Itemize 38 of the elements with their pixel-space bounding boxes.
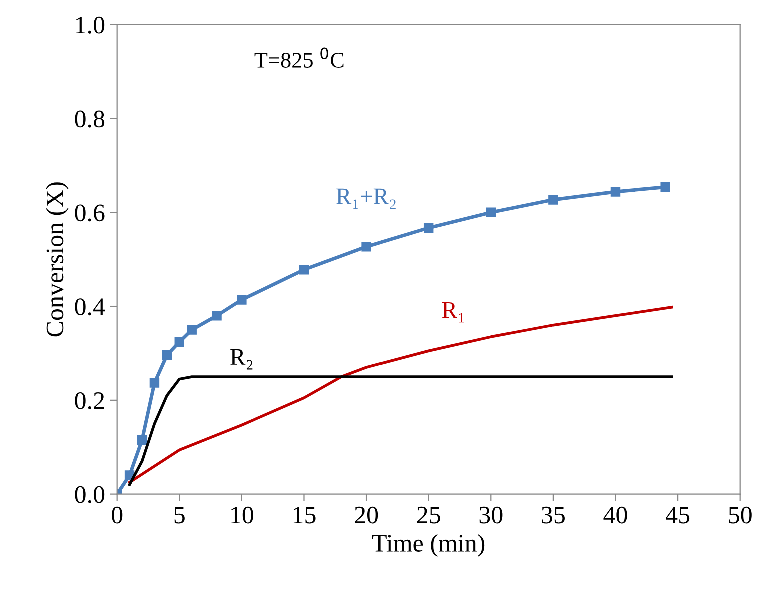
y-tick-label: 0.2 [75,392,104,410]
point [660,182,670,192]
point [150,378,160,388]
x-tick-label: 25 [417,506,440,524]
series-label: R₁ [442,302,464,323]
y-tick-label: 0.4 [75,298,106,316]
series-label: R₁+R₂ [336,188,396,210]
x-tick-label: 45 [666,507,690,524]
point [174,337,184,348]
x-tick-label: 50 [729,506,752,524]
x-tick-label: 0 [112,506,123,524]
point [212,311,222,321]
point [137,435,148,446]
x-tick-label: 40 [604,506,628,524]
point [237,295,247,305]
point [486,208,496,218]
x-tick-label: 30 [480,506,503,524]
point [610,187,621,197]
point [299,265,310,275]
point [424,223,434,233]
point [548,195,558,205]
x-axis-title: Time (min) [372,534,485,558]
annotation: T=825 $^{0}$C [254,48,344,68]
point [162,350,172,360]
x-tick-label: 15 [294,506,316,524]
x-tick-label: 20 [355,506,378,524]
x-tick-label: 35 [542,506,565,524]
point [187,325,197,335]
y-tick-label: 1.0 [76,16,105,34]
x-tick-label: 5 [174,507,185,524]
x-tick-label: 10 [232,506,254,524]
point [362,242,372,252]
y-tick-label: 0.0 [75,486,105,504]
y-axis-title: Conversion (X) [46,182,69,337]
y-tick-label: 0.6 [75,204,105,222]
line-series [128,376,674,486]
y-tick-label: 0.8 [75,110,105,128]
series-label: R₂ [230,349,253,370]
